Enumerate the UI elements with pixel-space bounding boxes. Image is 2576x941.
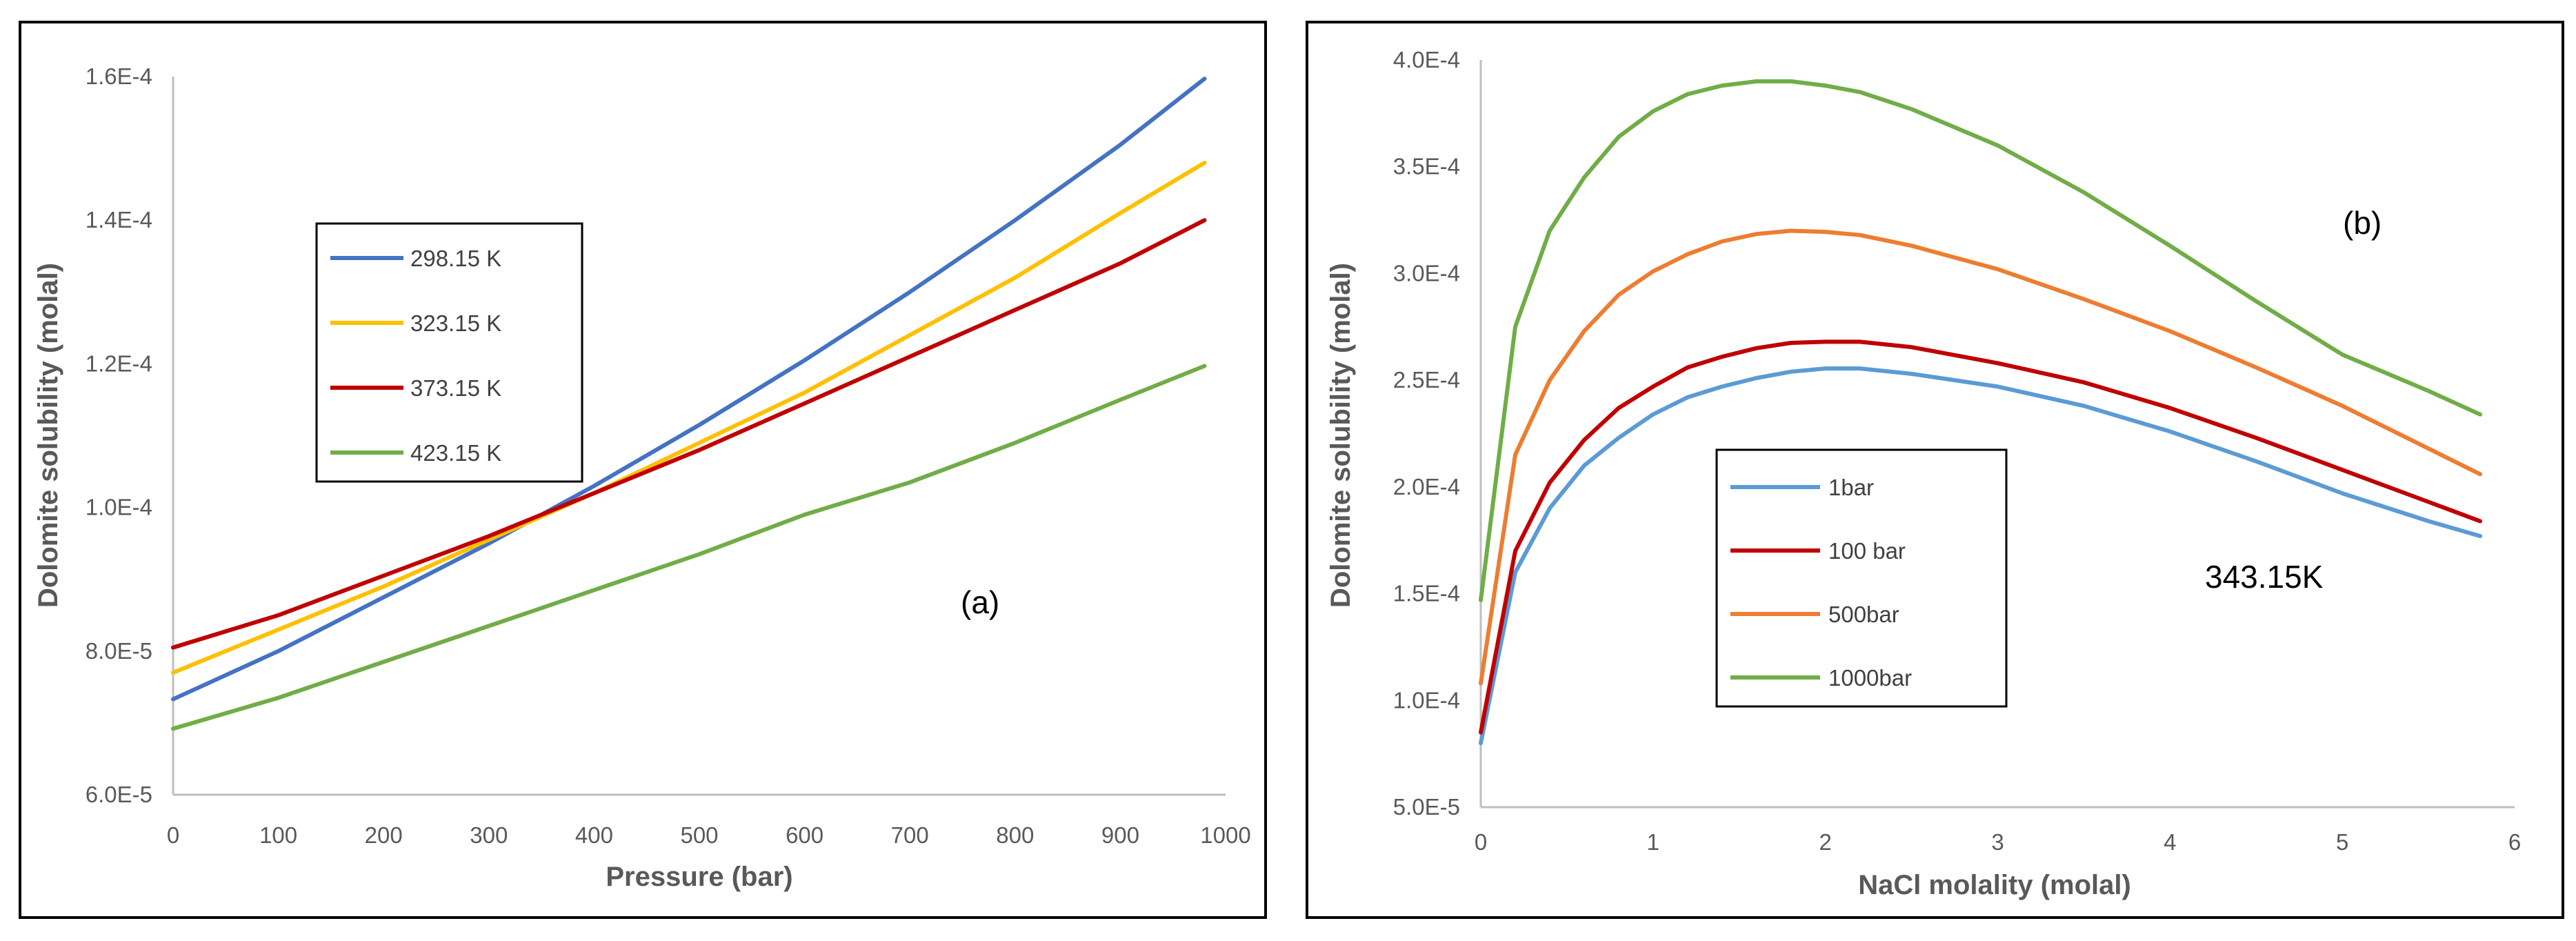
y-tick-label: 1.6E-4 xyxy=(86,63,152,89)
y-axis-title: Dolomite solubility (molal) xyxy=(1326,263,1356,608)
chart-a-svg: 0 100 200 300 400 500 600 700 800 900 1000 6.0E-5 8.… xyxy=(33,63,1251,892)
y-tick-label: 2.0E-4 xyxy=(1393,474,1460,499)
x-axis-title: NaCl molality (molal) xyxy=(1858,870,2131,900)
legend-label-4: 1000bar xyxy=(1828,665,1912,691)
series-line-4 xyxy=(171,364,1207,731)
y-tick-label: 1.0E-4 xyxy=(86,495,152,520)
y-tick-label: 4.0E-4 xyxy=(1393,47,1460,72)
y-tick-label: 2.5E-4 xyxy=(1393,367,1460,393)
x-tick-label: 900 xyxy=(1101,822,1139,848)
y-tick-label: 1.0E-4 xyxy=(1393,687,1460,713)
x-tick-label: 1000 xyxy=(1200,822,1250,848)
series-line-2 xyxy=(1479,339,2482,735)
x-tick-label: 2 xyxy=(1819,829,1831,855)
series-line-2 xyxy=(171,160,1207,675)
chart-panel-a: 0 100 200 300 400 500 600 700 800 900 1000 6.0E-5 8.… xyxy=(19,21,1267,919)
series-line-4 xyxy=(1479,79,2482,602)
y-tick-label: 3.5E-4 xyxy=(1393,154,1460,179)
x-tick-label: 3 xyxy=(1991,829,2004,855)
x-tick-label: 6 xyxy=(2508,829,2521,855)
y-tick-label: 5.0E-5 xyxy=(1393,794,1460,820)
x-tick-label: 4 xyxy=(2164,829,2176,855)
x-tick-label: 1 xyxy=(1647,829,1659,855)
y-tick-label: 1.2E-4 xyxy=(86,350,152,376)
y-tick-label: 3.0E-4 xyxy=(1393,260,1460,286)
x-tick-label: 0 xyxy=(1475,829,1487,855)
panel-label: (b) xyxy=(2343,205,2382,241)
legend-label-1: 298.15 K xyxy=(410,246,501,271)
y-tick-label: 8.0E-5 xyxy=(86,638,152,664)
x-tick-label: 500 xyxy=(680,822,718,848)
series-line-1 xyxy=(1479,366,2482,746)
legend-box xyxy=(1715,448,2008,708)
x-tick-label: 300 xyxy=(470,822,508,848)
legend-label-3: 373.15 K xyxy=(410,375,501,401)
y-tick-label: 1.5E-4 xyxy=(1393,581,1460,606)
chart-b-svg: 0 1 2 3 4 5 6 5.0E-5 1.0E-4 1.5E-4 2.0E-4 2.5E-4 3.0… xyxy=(1326,47,2521,900)
series-line-3 xyxy=(1479,228,2482,686)
legend-label-2: 100 bar xyxy=(1828,538,1906,564)
legend-label-2: 323.15 K xyxy=(410,310,501,336)
x-tick-label: 600 xyxy=(786,822,823,848)
x-tick-label: 0 xyxy=(167,822,179,848)
x-tick-label: 5 xyxy=(2336,829,2348,855)
legend-label-1: 1bar xyxy=(1828,475,1874,500)
x-tick-label: 100 xyxy=(259,822,297,848)
series-line-1 xyxy=(171,77,1207,702)
x-tick-label: 700 xyxy=(891,822,929,848)
series-line-3 xyxy=(171,218,1207,650)
y-axis-title: Dolomite solubility (molal) xyxy=(33,263,63,608)
x-tick-label: 200 xyxy=(365,822,403,848)
x-tick-label: 800 xyxy=(996,822,1034,848)
x-axis-title: Pressure (bar) xyxy=(606,862,792,892)
chart-panel-b: 0 1 2 3 4 5 6 5.0E-5 1.0E-4 1.5E-4 2.0E-4 2.5E-4 3.0… xyxy=(1306,21,2564,919)
legend-box xyxy=(315,222,583,483)
temperature-label: 343.15K xyxy=(2205,559,2324,595)
x-tick-label: 400 xyxy=(575,822,613,848)
panel-label: (a) xyxy=(961,584,999,620)
y-tick-label: 1.4E-4 xyxy=(86,207,152,232)
legend-label-4: 423.15 K xyxy=(410,440,501,466)
y-tick-label: 6.0E-5 xyxy=(86,782,152,807)
legend-label-3: 500bar xyxy=(1828,602,1899,627)
